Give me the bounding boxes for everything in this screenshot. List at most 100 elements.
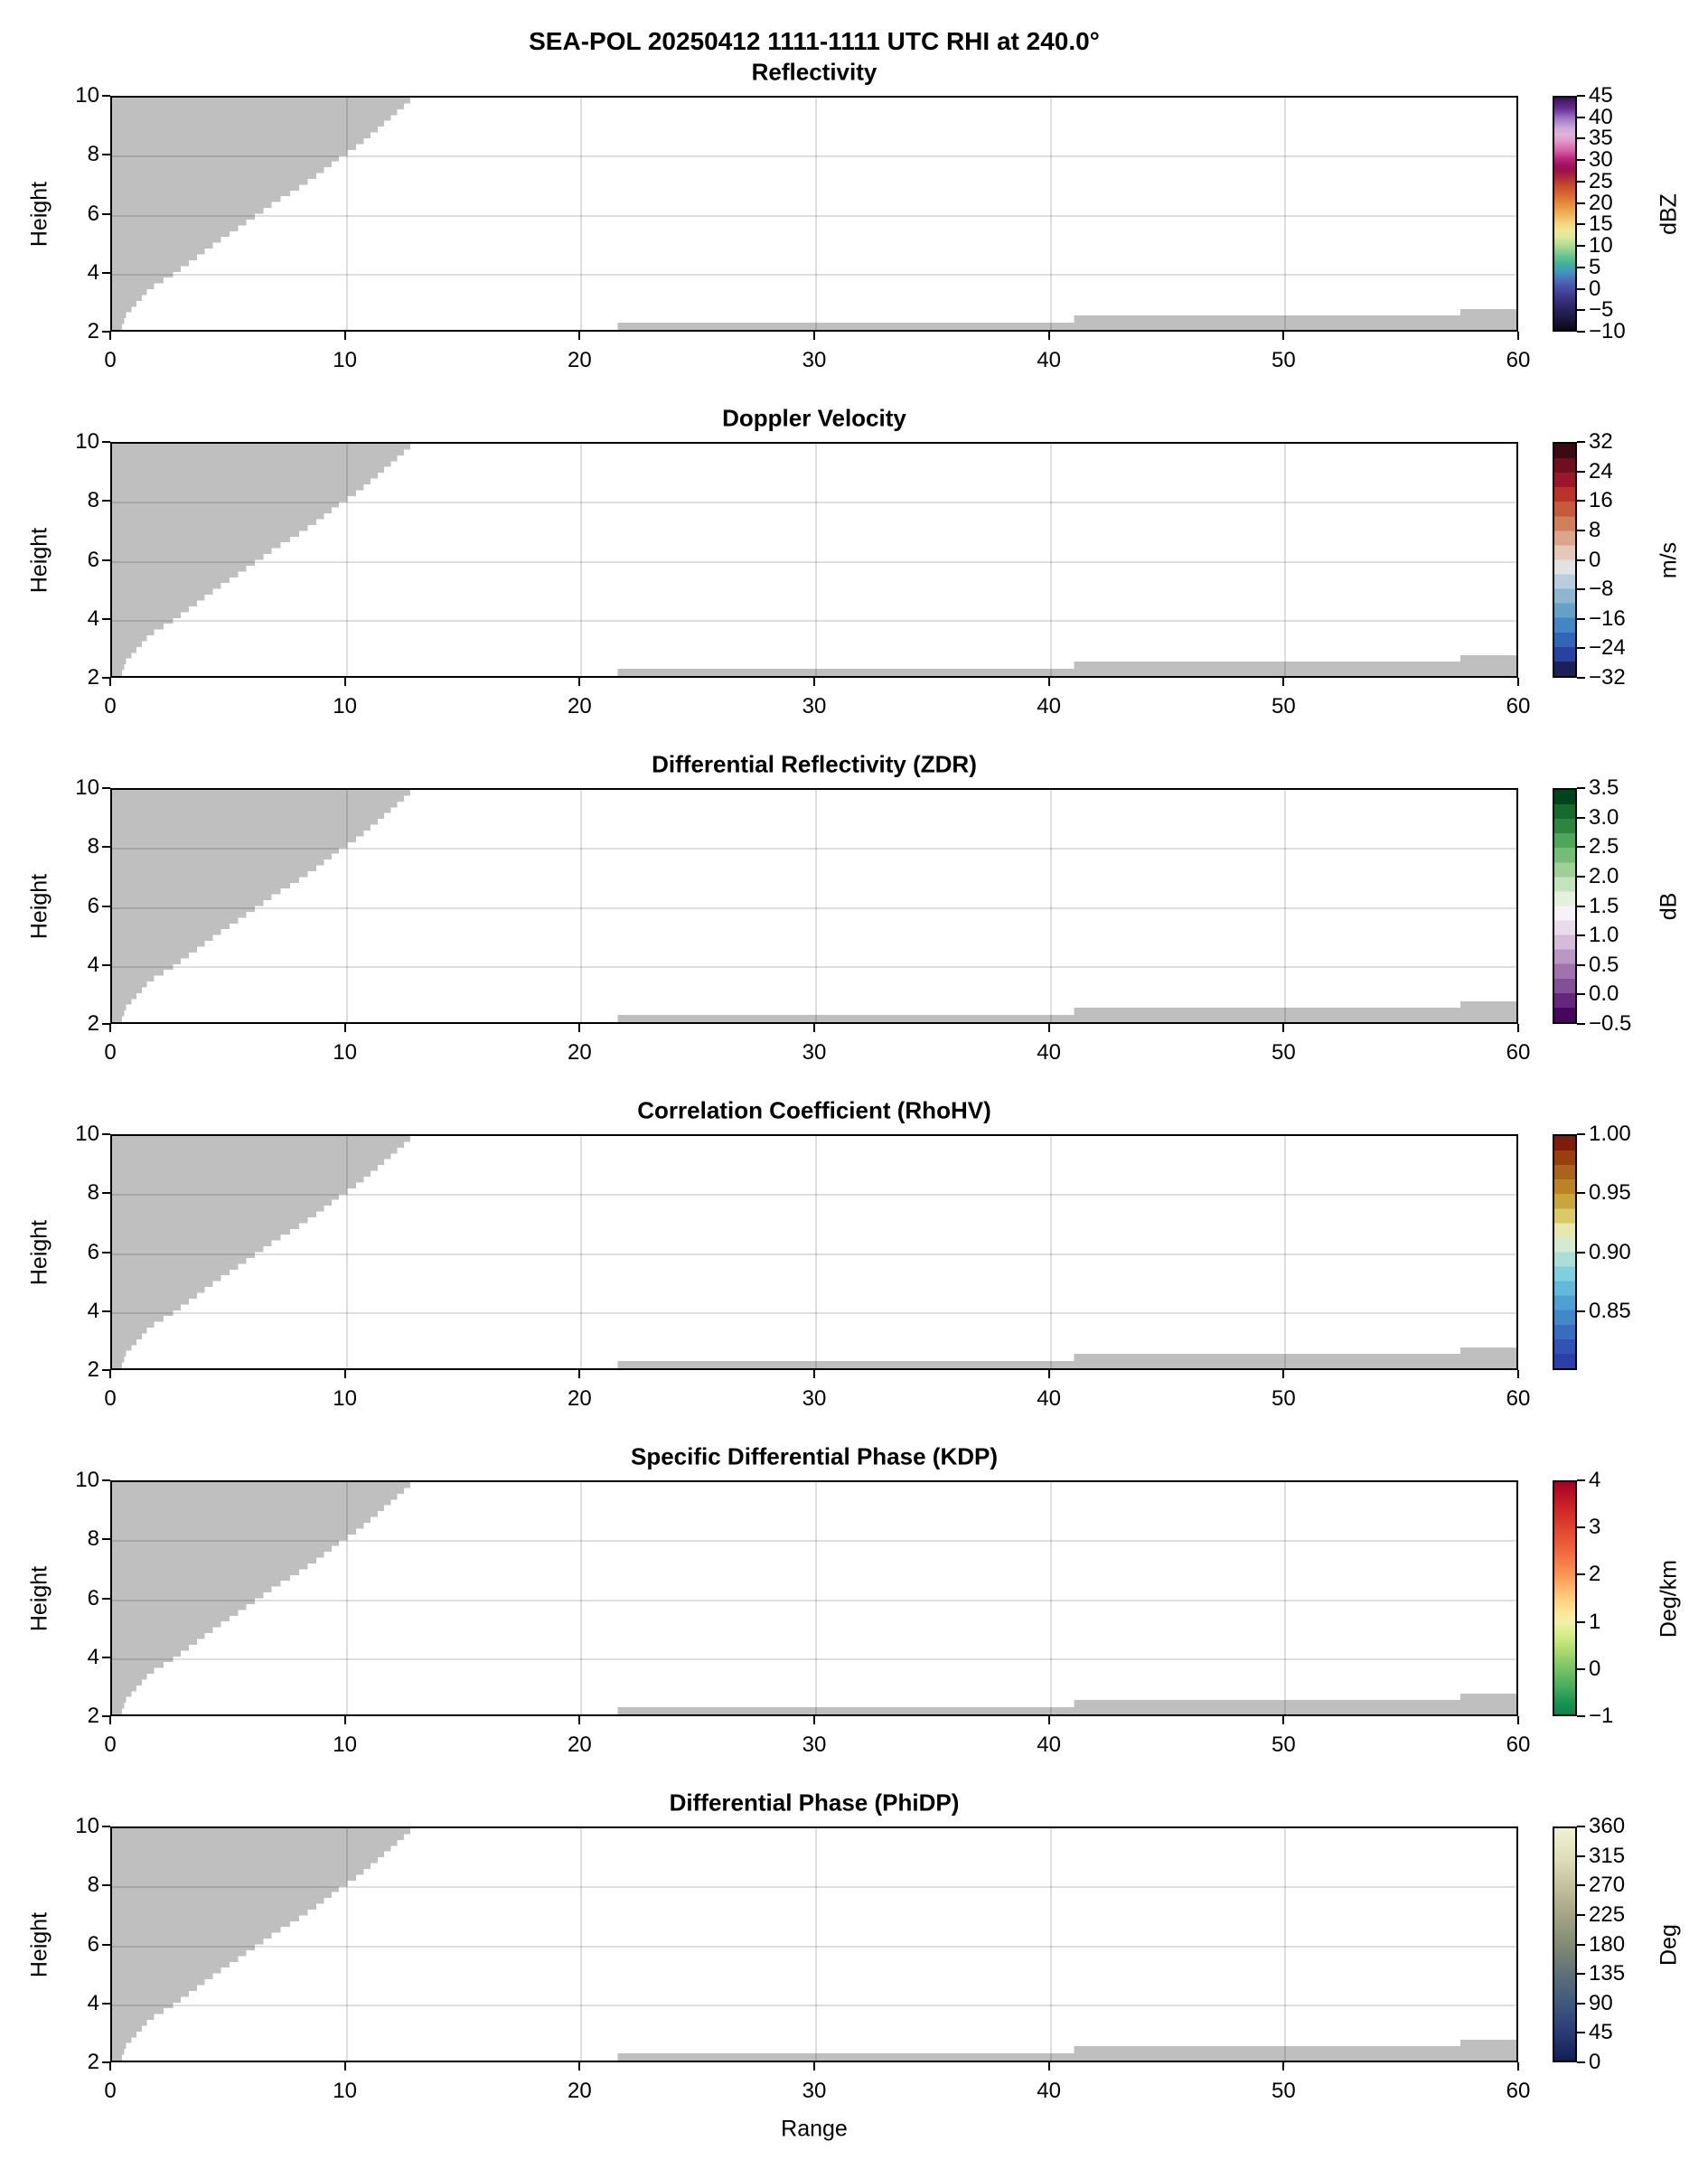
colorbar-tick-label: 315 <box>1589 1843 1626 1868</box>
colorbar-tick-label: 45 <box>1589 2020 1613 2045</box>
colorbar-tick <box>1577 159 1585 162</box>
x-tick <box>109 332 111 340</box>
mask-bottom-strip <box>617 322 1075 330</box>
x-tick <box>1047 678 1050 686</box>
colorbar-tick <box>1577 287 1585 290</box>
grid-line-horizontal <box>112 1194 1516 1197</box>
grid-line-vertical <box>1284 1136 1287 1368</box>
mask-bottom-strip <box>617 1014 1075 1022</box>
y-tick-label: 2 <box>87 2050 99 2074</box>
colorbar-tick-label: 0 <box>1589 547 1601 572</box>
x-tick-label: 40 <box>1037 1386 1062 1411</box>
grid-line-vertical <box>815 98 817 330</box>
colorbar-tick <box>1577 441 1585 443</box>
grid-line-horizontal <box>112 906 1516 909</box>
mask-bottom-strip <box>1459 1347 1516 1368</box>
colorbar-tick-label: 16 <box>1589 488 1613 513</box>
x-tick-label: 30 <box>802 1386 827 1411</box>
y-tick <box>102 963 110 966</box>
colorbar <box>1553 1134 1577 1370</box>
x-tick-label: 20 <box>567 1732 592 1757</box>
x-tick <box>1047 332 1050 340</box>
colorbar-tick <box>1577 1133 1585 1135</box>
x-tick <box>343 332 346 340</box>
grid-line-horizontal <box>112 502 1516 504</box>
colorbar-tick <box>1577 1251 1585 1254</box>
colorbar-tick-label: 45 <box>1589 83 1613 108</box>
y-tick-label: 4 <box>87 1644 99 1669</box>
colorbar <box>1553 442 1577 678</box>
x-tick <box>1282 2062 1285 2070</box>
grid-line-vertical <box>1049 444 1052 676</box>
x-tick-label: 60 <box>1506 694 1531 718</box>
y-tick <box>102 677 110 679</box>
panel-title: Differential Phase (PhiDP) <box>669 1789 960 1817</box>
x-tick-label: 10 <box>333 694 358 718</box>
colorbar-tick <box>1577 116 1585 118</box>
grid-line-vertical <box>345 790 348 1022</box>
grid-line-vertical <box>1049 790 1052 1022</box>
grid-line-vertical <box>1284 790 1287 1022</box>
y-tick-label: 2 <box>87 1011 99 1036</box>
no-data-mask <box>112 98 1516 330</box>
y-tick-label: 6 <box>87 893 99 918</box>
x-axis-label: Range <box>781 2116 848 2142</box>
x-tick-label: 40 <box>1037 2079 1062 2103</box>
y-tick-label: 6 <box>87 1585 99 1610</box>
colorbar-tick <box>1577 1884 1585 1887</box>
x-tick-label: 20 <box>567 694 592 718</box>
colorbar-tick <box>1577 1479 1585 1481</box>
colorbar-tick <box>1577 529 1585 531</box>
colorbar-tick <box>1577 470 1585 473</box>
x-tick <box>1517 678 1519 686</box>
colorbar-tick-label: 270 <box>1589 1873 1626 1898</box>
y-tick-label: 4 <box>87 259 99 285</box>
colorbar-tick-label: 1.00 <box>1589 1122 1631 1146</box>
colorbar-tick-label: 0.5 <box>1589 952 1619 977</box>
x-tick <box>1517 1716 1519 1724</box>
grid-line-vertical <box>1049 1136 1052 1368</box>
y-tick-label: 8 <box>87 834 99 859</box>
grid-line-horizontal <box>112 214 1516 217</box>
axes <box>110 96 1518 332</box>
colorbar-tick-label: −8 <box>1589 577 1614 602</box>
y-tick-label: 8 <box>87 142 99 167</box>
x-tick <box>578 1716 581 1724</box>
no-data-mask <box>112 1482 1516 1714</box>
y-tick <box>102 271 110 274</box>
x-tick-label: 0 <box>104 1732 117 1757</box>
x-tick <box>343 1370 346 1378</box>
mask-bottom-strip <box>1074 1699 1460 1714</box>
x-tick <box>813 332 815 340</box>
axes <box>110 1134 1518 1370</box>
y-tick-label: 8 <box>87 488 99 513</box>
colorbar-tick-label: −0.5 <box>1589 1011 1632 1036</box>
grid-line-vertical <box>815 444 817 676</box>
no-data-mask <box>112 1828 1516 2061</box>
colorbar-tick <box>1577 816 1585 819</box>
colorbar-tick-label: −10 <box>1589 319 1626 343</box>
colorbar-tick <box>1577 500 1585 502</box>
mask-bottom-strip <box>1074 2045 1460 2061</box>
y-axis-label: Height <box>26 1565 52 1631</box>
grid-line-horizontal <box>112 155 1516 158</box>
x-tick-label: 60 <box>1506 1732 1531 1757</box>
colorbar-tick <box>1577 1620 1585 1623</box>
grid-line-vertical <box>1049 1828 1052 2061</box>
x-tick <box>109 1024 111 1032</box>
x-tick <box>813 2062 815 2070</box>
colorbar-tick-label: 180 <box>1589 1931 1626 1957</box>
y-tick-label: 10 <box>75 1814 99 1838</box>
y-tick <box>102 1023 110 1025</box>
colorbar-tick <box>1577 1854 1585 1857</box>
y-tick-label: 8 <box>87 1526 99 1552</box>
y-axis-label: Height <box>26 181 52 247</box>
colorbar-tick <box>1577 180 1585 183</box>
grid-line-horizontal <box>112 1657 1516 1660</box>
colorbar-tick <box>1577 1192 1585 1195</box>
colorbar-tick-label: 3.0 <box>1589 804 1619 830</box>
colorbar-tick-label: 8 <box>1589 517 1601 542</box>
x-tick <box>1282 1716 1285 1724</box>
x-tick-label: 50 <box>1271 694 1296 718</box>
